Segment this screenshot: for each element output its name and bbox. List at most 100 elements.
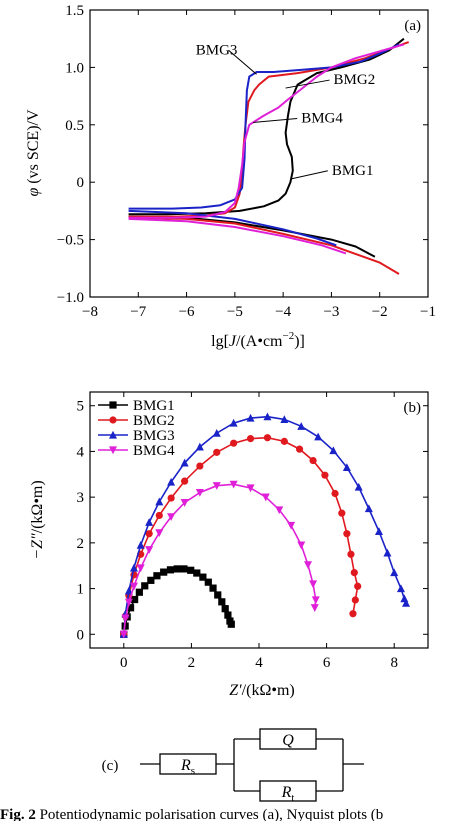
circuit-rt-sub: t bbox=[291, 792, 294, 804]
annotation-leader-line bbox=[228, 49, 257, 75]
polarisation-curve-anodic-bmg1 bbox=[128, 37, 405, 216]
polarisation-curve-anodic-bmg4 bbox=[128, 43, 405, 219]
x-tick-label: 8 bbox=[390, 655, 398, 671]
nyquist-point-bmg3 bbox=[364, 504, 373, 513]
nyquist-point-bmg3 bbox=[354, 482, 363, 491]
nyquist-point-bmg2 bbox=[167, 494, 175, 502]
nyquist-point-bmg2 bbox=[155, 511, 163, 520]
nyquist-point-bmg1 bbox=[209, 584, 217, 592]
nyquist-point-bmg4 bbox=[311, 596, 320, 605]
plot-a-ticks: −8 −7 −6 −5 −4 −3 −2 −1 −1.0 −0.5 0 0.5 1.0 1.5 bbox=[57, 3, 436, 320]
nyquist-point-bmg1 bbox=[187, 566, 195, 574]
y-tick-label: 1.0 bbox=[65, 60, 84, 76]
nyquist-point-bmg3 bbox=[263, 412, 272, 421]
nyquist-point-bmg3 bbox=[329, 446, 338, 455]
plot-a-ylabel-rest: (vs SCE)/V bbox=[25, 109, 42, 188]
nyquist-point-bmg1 bbox=[193, 569, 201, 577]
y-tick-label: 4 bbox=[77, 444, 85, 460]
plot-b-curves bbox=[119, 412, 411, 639]
figure-caption: Fig. 2 Potentiodynamic polarisation curv… bbox=[0, 807, 383, 821]
panel-a-label: (a) bbox=[404, 18, 421, 34]
nyquist-point-bmg2 bbox=[196, 462, 204, 470]
nyquist-point-bmg4 bbox=[310, 604, 319, 612]
nyquist-point-bmg3 bbox=[229, 418, 238, 427]
nyquist-point-bmg2 bbox=[351, 596, 359, 604]
nyquist-point-bmg4 bbox=[155, 529, 164, 537]
x-tick-label: 0 bbox=[120, 655, 128, 671]
plot-b-ticks: 0 2 4 6 8 0 1 2 3 4 5 bbox=[77, 392, 428, 671]
polarisation-curve-anodic-bmg2 bbox=[128, 41, 410, 218]
plot-b-ylabel-rest: /(kΩ•m) bbox=[29, 480, 46, 533]
nyquist-point-bmg2 bbox=[145, 530, 153, 538]
panel-a: −8 −7 −6 −5 −4 −3 −2 −1−1.0−0.500.51.01.5 BMG3B… bbox=[25, 3, 436, 350]
nyquist-point-bmg1 bbox=[218, 598, 226, 606]
nyquist-point-bmg4 bbox=[275, 506, 284, 515]
nyquist-point-bmg1 bbox=[126, 604, 135, 612]
annotation-label-bmg1: BMG1 bbox=[332, 163, 374, 179]
nyquist-point-bmg3 bbox=[180, 458, 189, 467]
caption-text: Potentiodynamic polarisation curves (a),… bbox=[36, 807, 383, 821]
annotation-label-bmg2: BMG2 bbox=[334, 72, 376, 88]
polarisation-curve-cathodic-bmg3 bbox=[128, 209, 337, 247]
plot-a-xlabel-prefix: lg[ bbox=[211, 333, 229, 350]
y-tick-label: 0 bbox=[77, 627, 85, 643]
nyquist-point-bmg3 bbox=[402, 599, 411, 607]
x-tick-label: −1 bbox=[420, 304, 436, 320]
legend-marker-bmg3 bbox=[109, 430, 117, 439]
plot-a-xlabel-sup: −2 bbox=[283, 330, 295, 342]
nyquist-point-bmg4 bbox=[304, 561, 313, 569]
nyquist-point-bmg4 bbox=[297, 541, 306, 550]
nyquist-point-bmg4 bbox=[145, 546, 154, 554]
nyquist-point-bmg1 bbox=[204, 578, 212, 586]
nyquist-point-bmg3 bbox=[145, 518, 154, 526]
nyquist-point-bmg4 bbox=[287, 521, 296, 530]
nyquist-point-bmg3 bbox=[400, 594, 409, 603]
polarisation-curve-anodic-bmg3 bbox=[128, 43, 400, 210]
y-tick-label: 2 bbox=[77, 536, 85, 552]
circuit-rt-label: Rt bbox=[281, 784, 295, 804]
nyquist-point-bmg1 bbox=[180, 565, 188, 573]
x-tick-label: −5 bbox=[227, 304, 243, 320]
x-tick-label: −6 bbox=[179, 304, 195, 320]
nyquist-point-bmg1 bbox=[160, 568, 168, 576]
nyquist-point-bmg2 bbox=[263, 434, 272, 442]
caption-fig-number: Fig. 2 bbox=[0, 807, 36, 821]
x-tick-label: −2 bbox=[372, 304, 388, 320]
nyquist-point-bmg1 bbox=[153, 572, 161, 580]
x-tick-label: −8 bbox=[82, 304, 98, 320]
plot-b-xlabel: Z′/(kΩ•m) bbox=[229, 682, 294, 699]
y-tick-label: 0 bbox=[77, 175, 85, 191]
annotation-leader-line bbox=[285, 79, 330, 89]
nyquist-point-bmg3 bbox=[167, 477, 176, 486]
annotation-label-bmg3: BMG3 bbox=[196, 42, 238, 58]
legend-label-bmg2: BMG2 bbox=[133, 413, 175, 429]
polarisation-curve-cathodic-bmg2 bbox=[128, 216, 400, 275]
nyquist-point-bmg4 bbox=[246, 484, 255, 493]
nyquist-point-bmg2 bbox=[354, 582, 362, 590]
legend-label-bmg3: BMG3 bbox=[133, 428, 175, 444]
x-tick-label: 4 bbox=[255, 655, 263, 671]
circuit-rs-sub: s bbox=[191, 765, 195, 777]
nyquist-point-bmg3 bbox=[124, 586, 133, 595]
nyquist-point-bmg1 bbox=[173, 565, 181, 573]
nyquist-point-bmg2 bbox=[181, 477, 189, 485]
nyquist-point-bmg1 bbox=[135, 588, 143, 596]
nyquist-point-bmg3 bbox=[246, 413, 255, 422]
nyquist-point-bmg2 bbox=[213, 448, 221, 456]
nyquist-point-bmg2 bbox=[331, 489, 339, 498]
nyquist-point-bmg4 bbox=[136, 564, 145, 573]
nyquist-point-bmg4 bbox=[119, 630, 128, 639]
nyquist-point-bmg3 bbox=[342, 463, 351, 472]
nyquist-point-bmg2 bbox=[230, 439, 238, 447]
legend-label-bmg1: BMG1 bbox=[133, 398, 175, 414]
panel-c-circuit bbox=[140, 728, 364, 802]
nyquist-point-bmg4 bbox=[124, 598, 133, 607]
circuit-rs-main: R bbox=[180, 757, 191, 774]
nyquist-point-bmg2 bbox=[347, 550, 355, 558]
nyquist-point-bmg3 bbox=[129, 563, 138, 572]
plot-a-curves bbox=[128, 37, 410, 275]
y-tick-label: 5 bbox=[77, 399, 85, 415]
legend-marker-bmg1 bbox=[109, 401, 117, 409]
y-tick-label: −0.5 bbox=[57, 233, 84, 249]
